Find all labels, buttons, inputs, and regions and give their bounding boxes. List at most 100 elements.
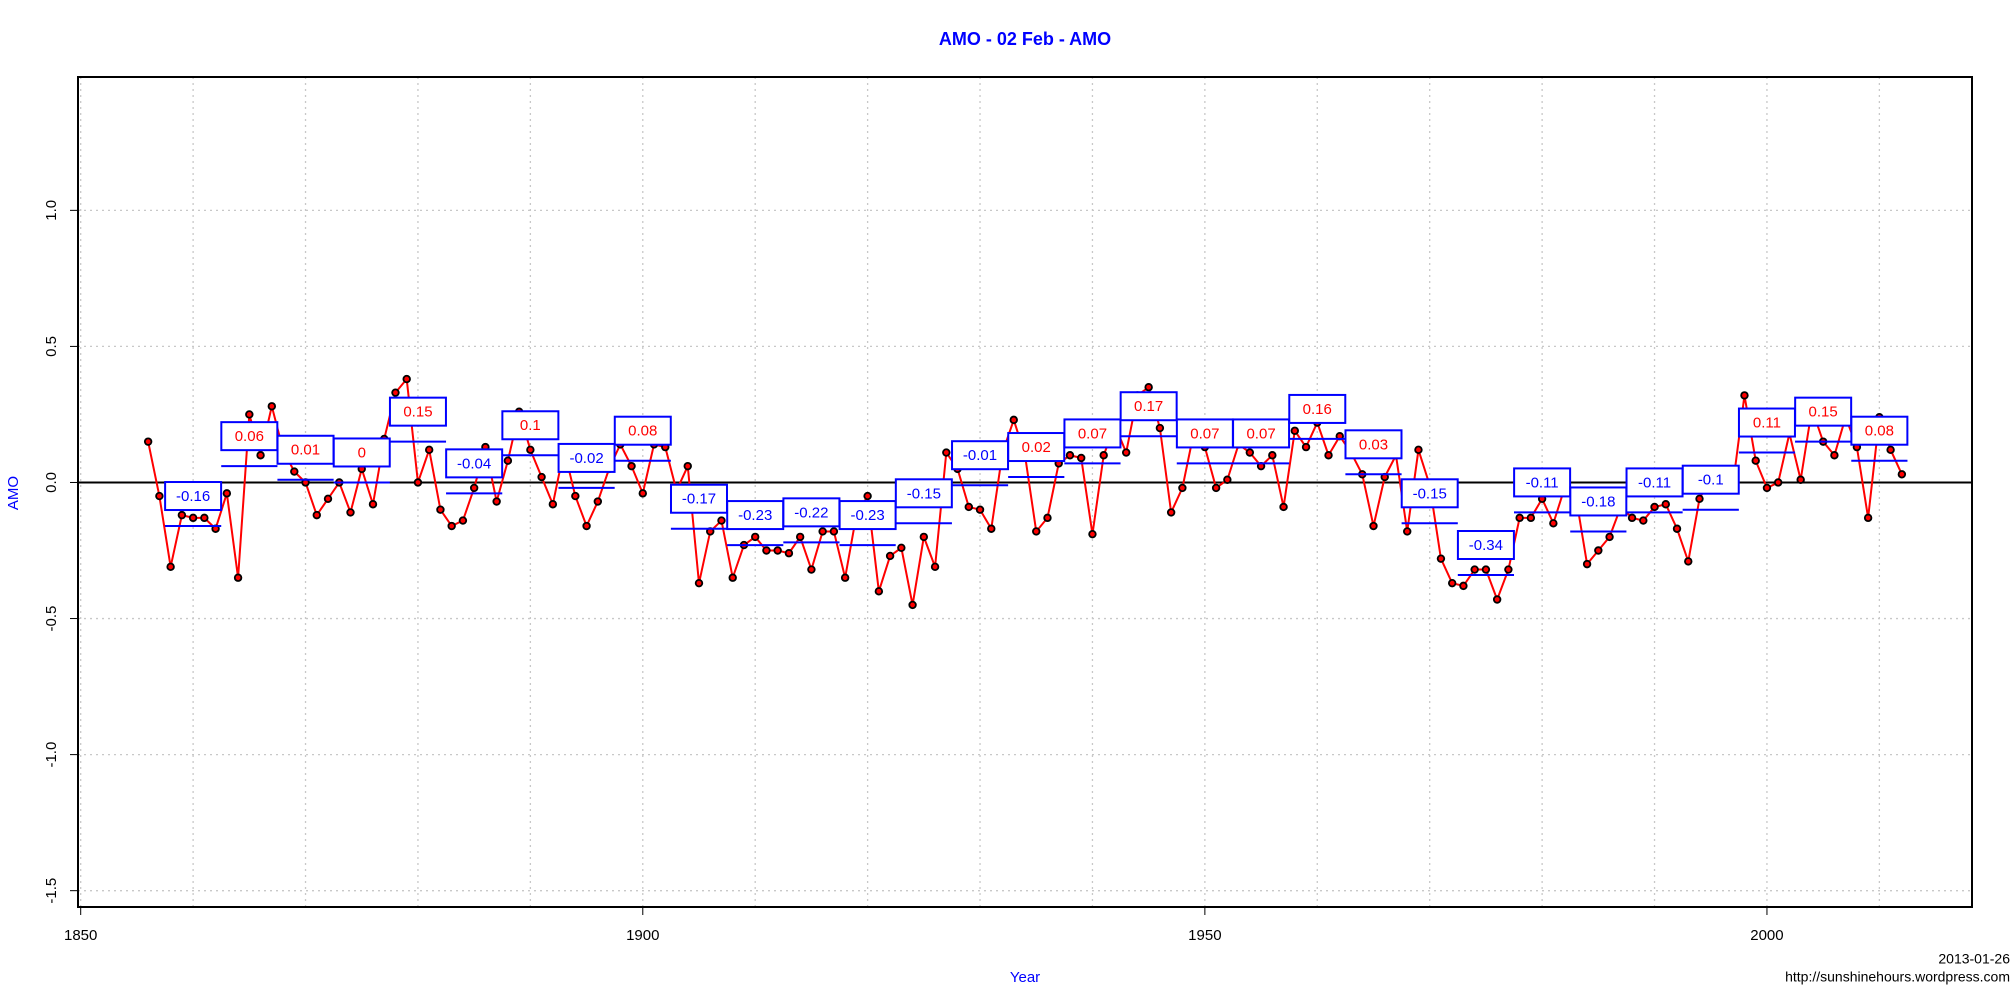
- average-label: -0.02: [569, 450, 603, 467]
- data-point: [1672, 524, 1682, 533]
- data-point: [582, 521, 591, 531]
- data-point: [1369, 521, 1378, 531]
- average-label-box: [1456, 530, 1515, 560]
- data-point: [1211, 483, 1221, 493]
- data-point: [1155, 423, 1165, 433]
- average-label: -0.04: [457, 455, 491, 472]
- data-point: [1897, 470, 1907, 479]
- data-point: [290, 467, 299, 476]
- average-label-box: [1344, 429, 1403, 460]
- average-label-box: [726, 500, 785, 531]
- x-axis-label: Year: [1010, 969, 1040, 986]
- average-label: -0.16: [176, 488, 210, 505]
- average-label: 0.15: [1809, 404, 1838, 421]
- data-point: [233, 573, 243, 582]
- data-point: [1594, 546, 1603, 555]
- average-label-box: [557, 442, 616, 473]
- data-point: [1863, 513, 1873, 523]
- average-label: -0.34: [1469, 537, 1503, 554]
- data-point: [1414, 445, 1423, 455]
- average-label: -0.11: [1638, 474, 1671, 491]
- data-point: [1627, 513, 1637, 523]
- data-point: [526, 445, 535, 455]
- data-point: [1268, 451, 1277, 460]
- data-point: [694, 578, 704, 588]
- data-point: [1403, 527, 1412, 536]
- average-label-box: [1119, 391, 1178, 422]
- data-point: [1661, 500, 1670, 509]
- data-point: [1178, 483, 1187, 493]
- data-point: [1639, 516, 1648, 525]
- data-point: [436, 505, 445, 514]
- data-point: [1301, 442, 1311, 452]
- data-point: [1447, 578, 1457, 588]
- data-point: [1481, 565, 1491, 574]
- y-tick-label: -1.0: [43, 742, 60, 768]
- data-point: [1223, 475, 1232, 484]
- x-tick-label: 1900: [626, 927, 659, 944]
- data-point: [1582, 559, 1592, 569]
- data-point: [200, 513, 209, 523]
- data-point: [1549, 519, 1558, 528]
- data-point: [571, 491, 580, 501]
- data-point: [1166, 508, 1176, 517]
- data-point: [391, 388, 400, 397]
- chart-title: AMO - 02 Feb - AMO: [939, 29, 1111, 49]
- data-point: [897, 543, 906, 552]
- data-point: [245, 410, 254, 419]
- average-label-box: [838, 500, 897, 531]
- average-label: 0.06: [235, 428, 264, 445]
- data-point: [469, 483, 479, 493]
- data-point: [1436, 554, 1446, 563]
- data-point: [312, 510, 321, 520]
- average-label: -0.15: [1413, 485, 1447, 502]
- average-label: 0.02: [1022, 439, 1051, 456]
- data-point: [503, 456, 513, 465]
- average-label: -0.15: [907, 485, 941, 502]
- data-point: [840, 573, 850, 582]
- data-point: [1492, 595, 1502, 604]
- data-point: [368, 500, 378, 509]
- data-point: [1695, 494, 1704, 504]
- data-point: [458, 516, 468, 525]
- data-point: [773, 546, 782, 555]
- data-point: [818, 527, 827, 536]
- data-point: [1043, 513, 1052, 523]
- data-point: [1830, 451, 1839, 460]
- data-point: [683, 461, 692, 471]
- average-label-box: [1513, 467, 1572, 498]
- data-point: [548, 500, 558, 509]
- average-label: -0.17: [682, 491, 716, 508]
- average-label-box: [1232, 418, 1291, 449]
- average-label-box: [1850, 415, 1909, 446]
- data-point: [267, 402, 277, 411]
- average-label-box: [1569, 486, 1628, 517]
- data-point: [222, 489, 232, 498]
- average-label-box: [332, 437, 391, 468]
- average-label-box: [388, 396, 447, 427]
- data-point: [323, 494, 333, 504]
- source-note: http://sunshinehours.wordpress.com: [1785, 969, 2010, 985]
- data-point: [874, 587, 884, 596]
- data-point: [188, 513, 198, 523]
- average-label: -0.18: [1581, 493, 1615, 510]
- average-label-box: [894, 478, 953, 509]
- data-point: [1605, 532, 1614, 542]
- average-label-box: [1288, 393, 1347, 424]
- data-point: [1650, 502, 1659, 512]
- data-point: [942, 448, 951, 457]
- data-point: [537, 472, 546, 482]
- data-point: [155, 491, 164, 501]
- data-point: [784, 549, 794, 558]
- data-point: [143, 437, 153, 446]
- data-point: [1762, 483, 1772, 493]
- average-label-box: [1681, 464, 1740, 495]
- average-label: 0.15: [403, 404, 432, 421]
- data-point: [413, 478, 423, 487]
- data-point: [1470, 565, 1479, 574]
- data-point: [447, 521, 456, 531]
- data-point: [1324, 451, 1333, 460]
- data-point: [930, 562, 940, 572]
- x-tick-label: 1950: [1188, 927, 1221, 944]
